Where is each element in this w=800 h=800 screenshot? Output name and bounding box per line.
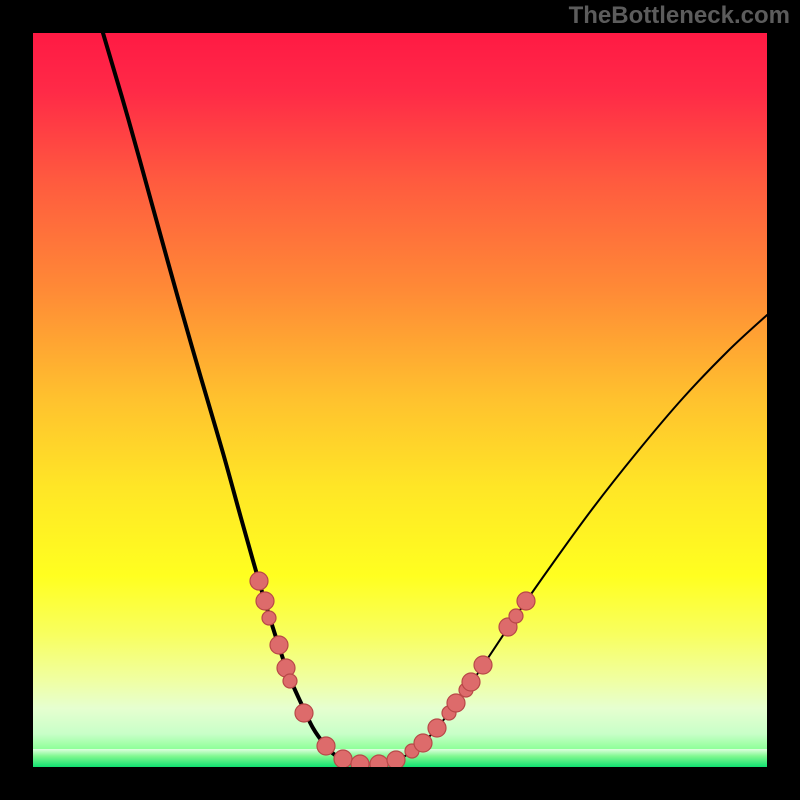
data-point-marker [270,636,288,654]
data-point-marker [283,674,297,688]
data-point-marker [351,755,369,767]
data-point-marker [370,755,388,767]
data-point-marker [334,750,352,767]
curve-left-branch [103,33,363,764]
data-point-marker [517,592,535,610]
data-point-marker [462,673,480,691]
plot-area [33,33,767,767]
chart-svg [33,33,767,767]
data-point-marker [414,734,432,752]
data-point-marker [474,656,492,674]
data-point-marker [428,719,446,737]
data-point-marker [509,609,523,623]
data-point-marker [295,704,313,722]
data-point-marker [387,751,405,767]
data-point-marker [256,592,274,610]
curve-right-branch [363,315,767,764]
data-point-marker [447,694,465,712]
data-point-marker [250,572,268,590]
data-point-marker [317,737,335,755]
data-point-marker [262,611,276,625]
watermark-text: TheBottleneck.com [569,2,790,30]
